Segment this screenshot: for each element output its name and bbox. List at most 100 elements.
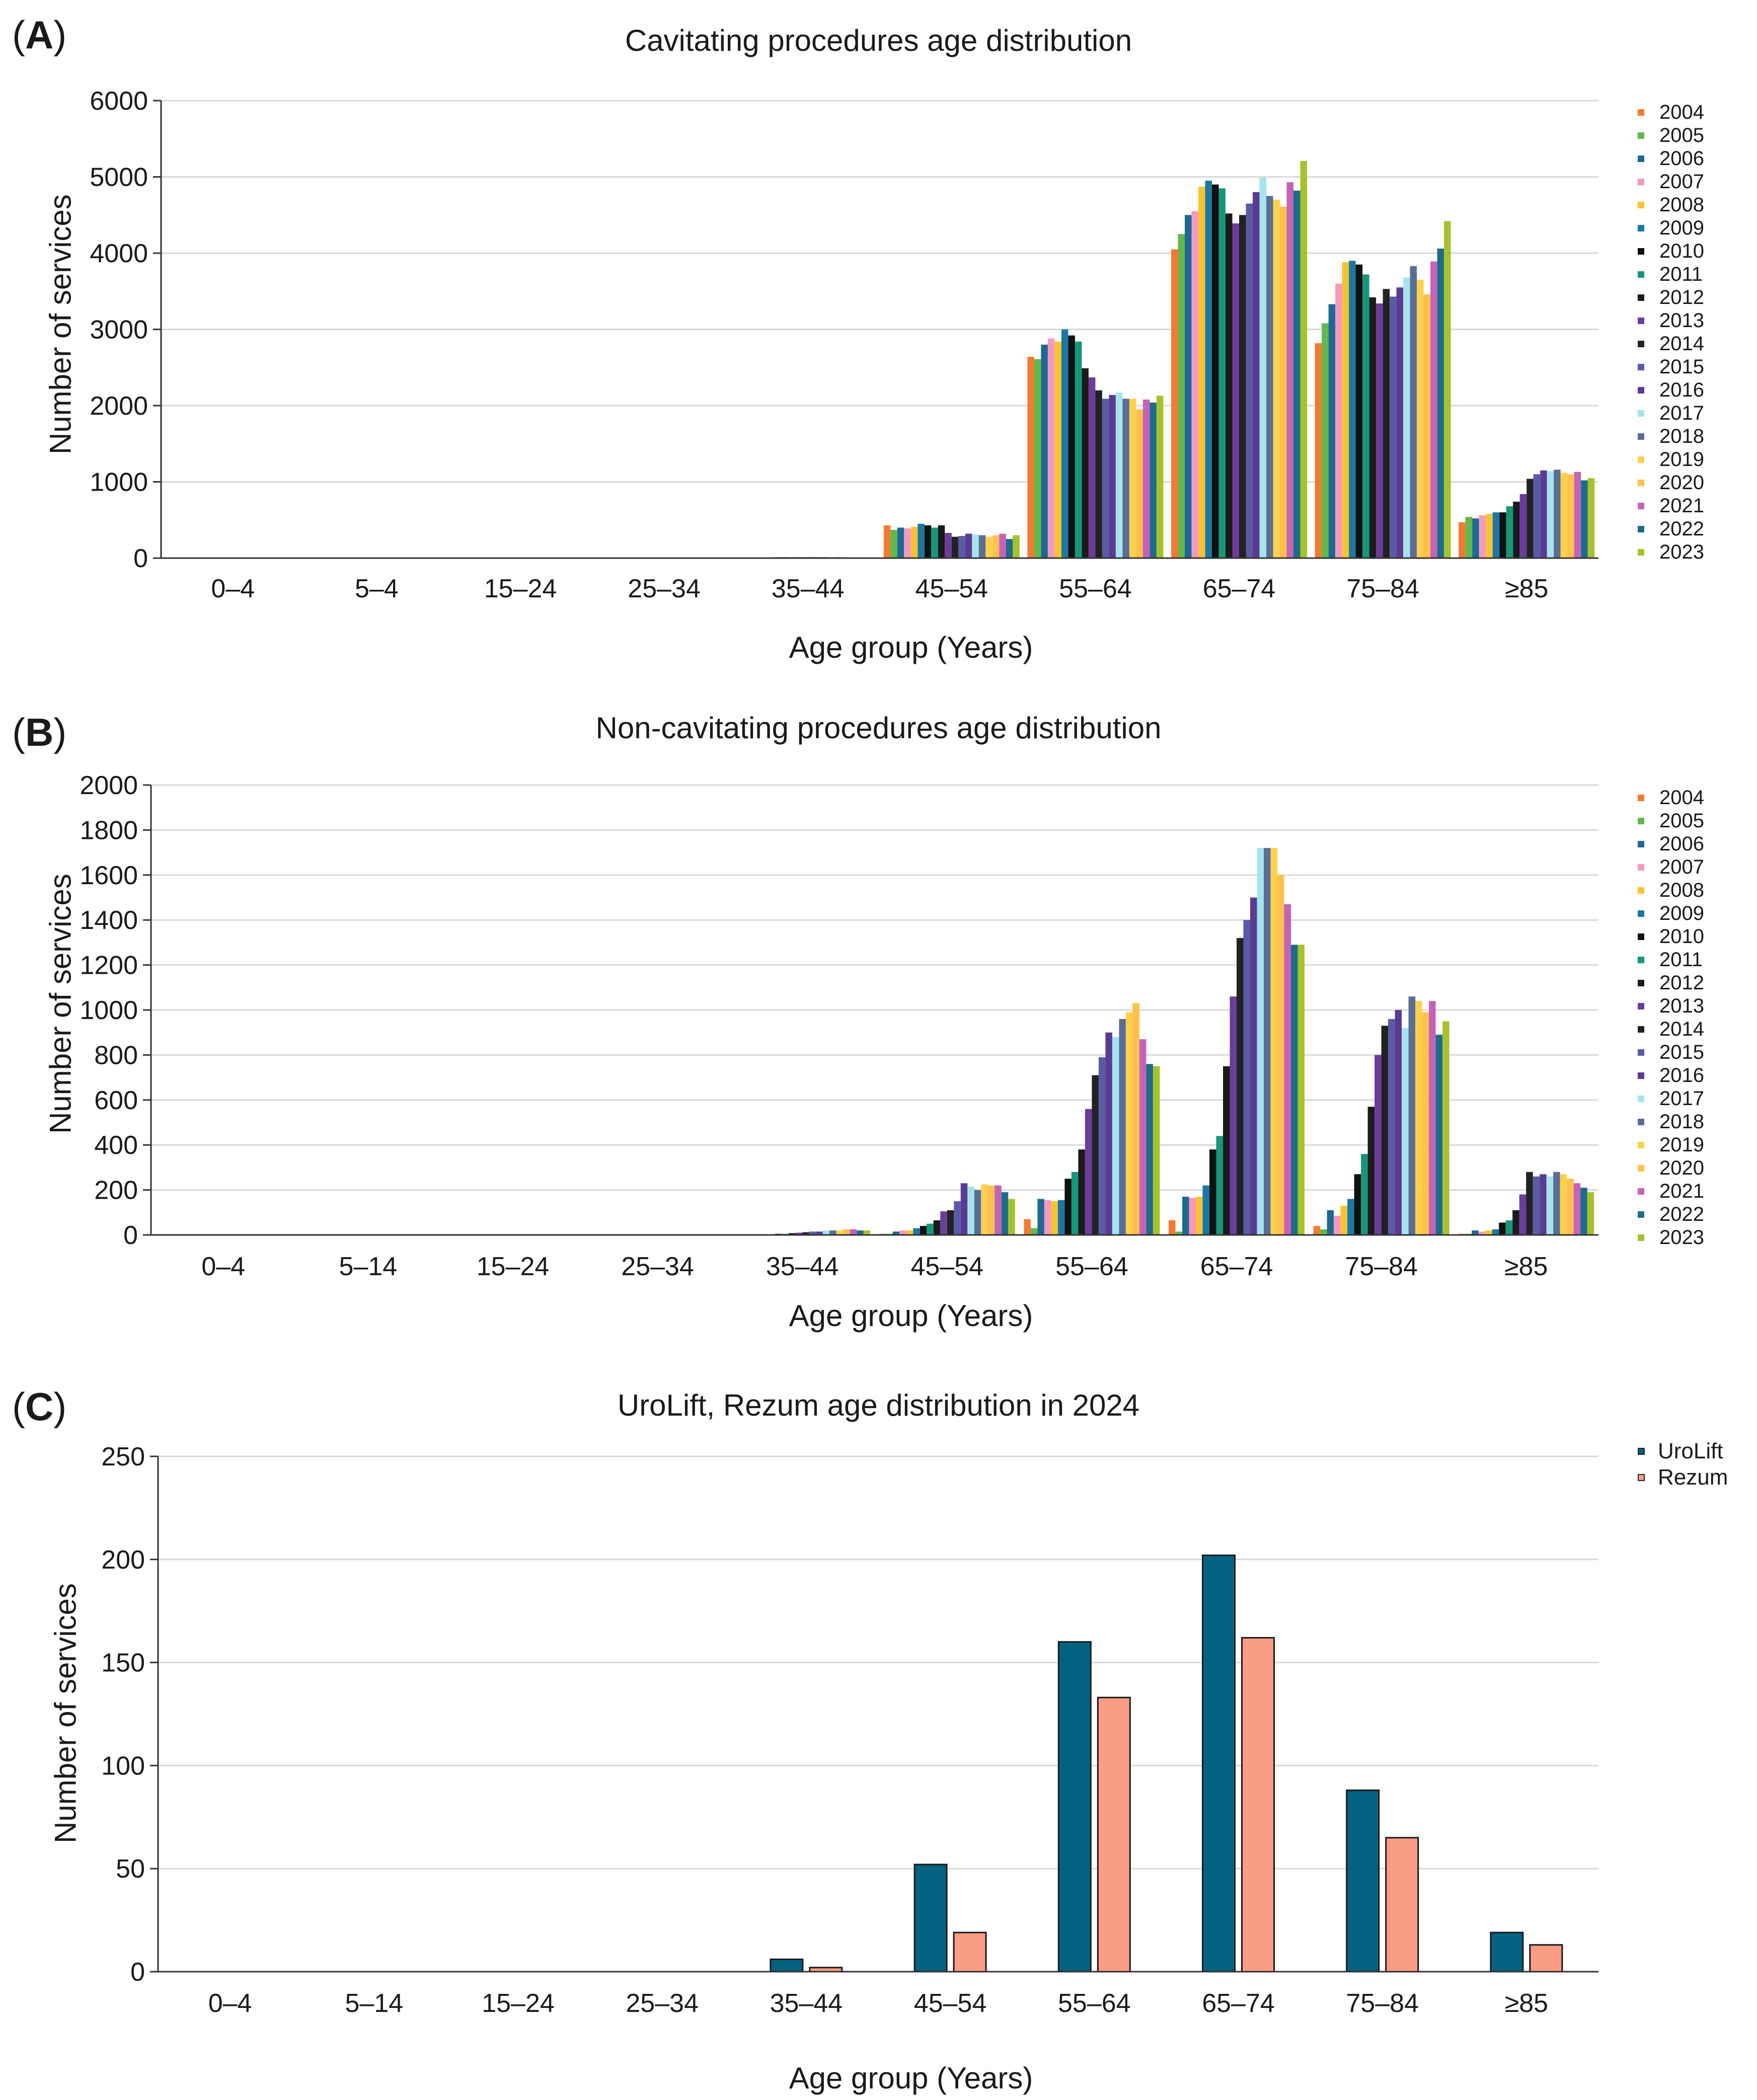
y-tick-label: 600 bbox=[94, 1086, 138, 1115]
y-tick-label: 400 bbox=[94, 1131, 138, 1160]
legend-swatch bbox=[1638, 363, 1644, 370]
bar-2016-9 bbox=[1540, 1174, 1547, 1235]
bar-Rezum-8 bbox=[1385, 1837, 1419, 1973]
legend-label: 2004 bbox=[1659, 101, 1704, 123]
bar-2017-6 bbox=[1112, 1037, 1119, 1235]
bar-2004-8 bbox=[1313, 1226, 1321, 1235]
bar-2013-4 bbox=[795, 1232, 803, 1235]
legend-label: Rezum bbox=[1658, 1465, 1728, 1490]
bar-2009-5 bbox=[913, 1228, 920, 1235]
legend-item: 2018 bbox=[1638, 1110, 1704, 1133]
y-tick-label: 2000 bbox=[90, 392, 148, 421]
legend-item: 2017 bbox=[1638, 402, 1704, 425]
bar-2019-6 bbox=[1129, 399, 1136, 558]
panel-label: (B) bbox=[12, 710, 67, 754]
bar-2020-4 bbox=[843, 1229, 850, 1235]
bar-2005-7 bbox=[1175, 1231, 1182, 1235]
bar-UroLift-8 bbox=[1346, 1790, 1380, 1973]
bar-2018-7 bbox=[1266, 196, 1273, 558]
bar-2021-9 bbox=[1574, 472, 1581, 558]
legend-swatch bbox=[1638, 1095, 1644, 1102]
bar-2019-7 bbox=[1270, 848, 1277, 1235]
bar-2016-8 bbox=[1395, 1010, 1402, 1235]
x-tick-label: 35–44 bbox=[766, 1252, 839, 1281]
legend-swatch bbox=[1638, 456, 1644, 463]
bar-2019-9 bbox=[1560, 1174, 1567, 1235]
bar-2004-7 bbox=[1169, 1220, 1176, 1235]
legend-label: 2012 bbox=[1659, 286, 1704, 308]
bar-Rezum-7 bbox=[1241, 1637, 1275, 1973]
bar-2008-8 bbox=[1342, 262, 1349, 558]
bar-2011-7 bbox=[1218, 188, 1226, 559]
legend-swatch bbox=[1638, 794, 1644, 801]
bar-2016-9 bbox=[1540, 470, 1547, 558]
bar-2018-6 bbox=[1119, 1019, 1126, 1235]
x-tick-label: 15–24 bbox=[477, 1252, 550, 1281]
bar-2018-9 bbox=[1554, 470, 1561, 558]
legend-label: 2015 bbox=[1659, 1041, 1704, 1063]
bar-2010-8 bbox=[1355, 264, 1363, 558]
y-tick-label: 0 bbox=[133, 544, 148, 573]
bar-2018-6 bbox=[1122, 399, 1129, 558]
bar-2006-9 bbox=[1472, 1230, 1479, 1235]
bar-2021-6 bbox=[1139, 1039, 1147, 1235]
y-tick-label: 1000 bbox=[90, 468, 148, 497]
bar-2016-5 bbox=[960, 1183, 968, 1235]
bar-2006-8 bbox=[1327, 1210, 1334, 1235]
legend-label: 2023 bbox=[1659, 541, 1704, 563]
bar-2012-6 bbox=[1078, 1149, 1085, 1235]
y-tick-label: 250 bbox=[101, 1442, 145, 1471]
bar-2021-4 bbox=[850, 1229, 857, 1235]
bar-2015-6 bbox=[1102, 399, 1109, 558]
y-tick-label: 1800 bbox=[80, 816, 138, 845]
bar-2013-9 bbox=[1519, 494, 1527, 558]
bar-2015-6 bbox=[1098, 1057, 1106, 1235]
bar-2014-7 bbox=[1237, 938, 1244, 1235]
bar-2013-8 bbox=[1376, 303, 1383, 558]
x-tick-label: 35–44 bbox=[772, 574, 845, 603]
bar-2012-5 bbox=[933, 1220, 941, 1235]
legend-swatch bbox=[1638, 340, 1644, 347]
legend-label: 2020 bbox=[1659, 1157, 1704, 1179]
bar-2014-8 bbox=[1381, 1026, 1389, 1235]
y-tick-label: 100 bbox=[101, 1751, 145, 1780]
legend-item: 2007 bbox=[1638, 855, 1704, 879]
bar-2005-7 bbox=[1178, 234, 1185, 558]
legend-label: UroLift bbox=[1658, 1439, 1723, 1463]
bar-2018-8 bbox=[1410, 266, 1417, 558]
bar-2008-5 bbox=[906, 1230, 913, 1235]
bar-2010-6 bbox=[1064, 1179, 1072, 1235]
bar-2022-6 bbox=[1146, 1064, 1153, 1235]
legend-item: 2004 bbox=[1638, 786, 1704, 809]
legend-label: 2013 bbox=[1659, 995, 1704, 1017]
legend-label: 2022 bbox=[1659, 1203, 1704, 1225]
legend-swatch bbox=[1638, 178, 1644, 185]
legend-swatch bbox=[1638, 549, 1644, 556]
legend-swatch bbox=[1638, 525, 1644, 532]
legend-label: 2021 bbox=[1659, 1180, 1704, 1202]
bar-2007-7 bbox=[1191, 211, 1198, 558]
bar-2019-9 bbox=[1560, 473, 1568, 558]
legend-item: 2022 bbox=[1638, 1203, 1704, 1226]
legend-item: 2012 bbox=[1638, 286, 1704, 309]
bar-2013-7 bbox=[1230, 996, 1237, 1235]
legend-swatch bbox=[1638, 1234, 1644, 1241]
bar-2015-7 bbox=[1246, 203, 1253, 558]
x-tick-label: 25–34 bbox=[626, 1989, 699, 2018]
x-axis-title: Age group (Years) bbox=[789, 2061, 1033, 2095]
bar-2013-5 bbox=[940, 1211, 947, 1235]
legend-item: 2004 bbox=[1638, 101, 1704, 124]
bar-2013-9 bbox=[1519, 1194, 1526, 1235]
bar-2010-5 bbox=[920, 1226, 927, 1235]
bar-2011-5 bbox=[931, 527, 938, 558]
legend-swatch bbox=[1638, 1164, 1644, 1172]
panel-label: (A) bbox=[12, 13, 67, 57]
panel-a: (A) Cavitating procedures age distributi… bbox=[0, 0, 1757, 669]
y-tick-label: 2000 bbox=[80, 771, 138, 800]
bar-2006-7 bbox=[1182, 1197, 1189, 1235]
bar-2020-7 bbox=[1280, 206, 1287, 559]
y-axis-title: Number of services bbox=[43, 194, 78, 454]
x-axis-title: Age group (Years) bbox=[789, 1299, 1033, 1333]
legend-item: UroLift bbox=[1638, 1438, 1728, 1464]
x-tick-label: 5–14 bbox=[339, 1252, 398, 1281]
